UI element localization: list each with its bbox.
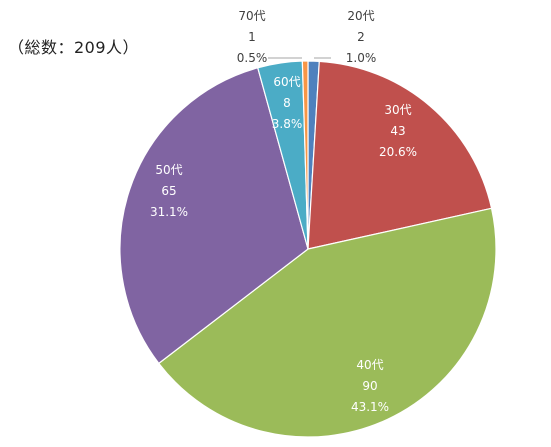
slice-label-percent: 3.8% <box>272 117 303 131</box>
slice-labels: 20代 2 1.0% 30代 43 20.6% 40代 90 43.1% 50代 65 31.1% 60… <box>150 9 417 414</box>
pie-slice-70代 <box>301 60 309 250</box>
slice-label-percent: 31.1% <box>150 205 188 219</box>
slice-label-category: 20代 <box>347 9 374 23</box>
slice-label-category: 50代 <box>155 163 182 177</box>
pie-slice-30代 <box>307 60 493 250</box>
slice-label-category: 60代 <box>273 75 300 89</box>
slice-label-category: 70代 <box>238 9 265 23</box>
slice-label-category: 40代 <box>356 358 383 372</box>
slice-label-value: 43 <box>390 124 405 138</box>
slice-label-value: 90 <box>362 379 377 393</box>
slice-label-category: 30代 <box>384 103 411 117</box>
slice-label-percent: 1.0% <box>346 51 377 65</box>
slice-label-value: 2 <box>357 30 365 44</box>
slice-label-value: 8 <box>283 96 291 110</box>
pie-slice-40代 <box>157 207 497 438</box>
slice-label-percent: 20.6% <box>379 145 417 159</box>
pie-slice-50代 <box>119 67 309 365</box>
slice-label-value: 1 <box>248 30 256 44</box>
total-count-label: （総数：209人） <box>8 38 140 57</box>
slice-label-value: 65 <box>161 184 176 198</box>
pie-slices <box>119 60 497 438</box>
slice-label-percent: 43.1% <box>351 400 389 414</box>
slice-label-percent: 0.5% <box>237 51 268 65</box>
